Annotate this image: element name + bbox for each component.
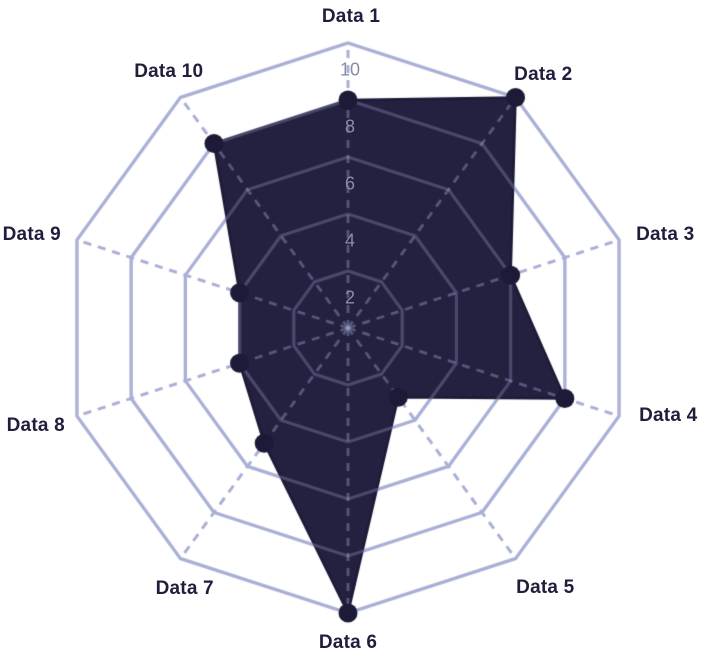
axis-label-data-3: Data 3	[636, 224, 695, 246]
axis-label-data-4: Data 4	[639, 404, 698, 426]
axis-label-data-10: Data 10	[134, 61, 204, 83]
tick-label-8: 8	[344, 116, 356, 137]
tick-label-4: 4	[344, 230, 356, 251]
axis-label-data-2: Data 2	[514, 64, 573, 86]
axis-label-data-9: Data 9	[2, 224, 61, 246]
axis-label-data-8: Data 8	[6, 414, 65, 436]
axis-label-data-1: Data 1	[321, 6, 381, 27]
axis-label-data-6: Data 6	[318, 632, 378, 653]
tick-label-6: 6	[344, 173, 356, 194]
axis-label-data-5: Data 5	[516, 576, 575, 598]
axis-label-data-7: Data 7	[155, 577, 214, 599]
tick-label-10: 10	[339, 59, 361, 80]
tick-label-2: 2	[344, 287, 356, 308]
